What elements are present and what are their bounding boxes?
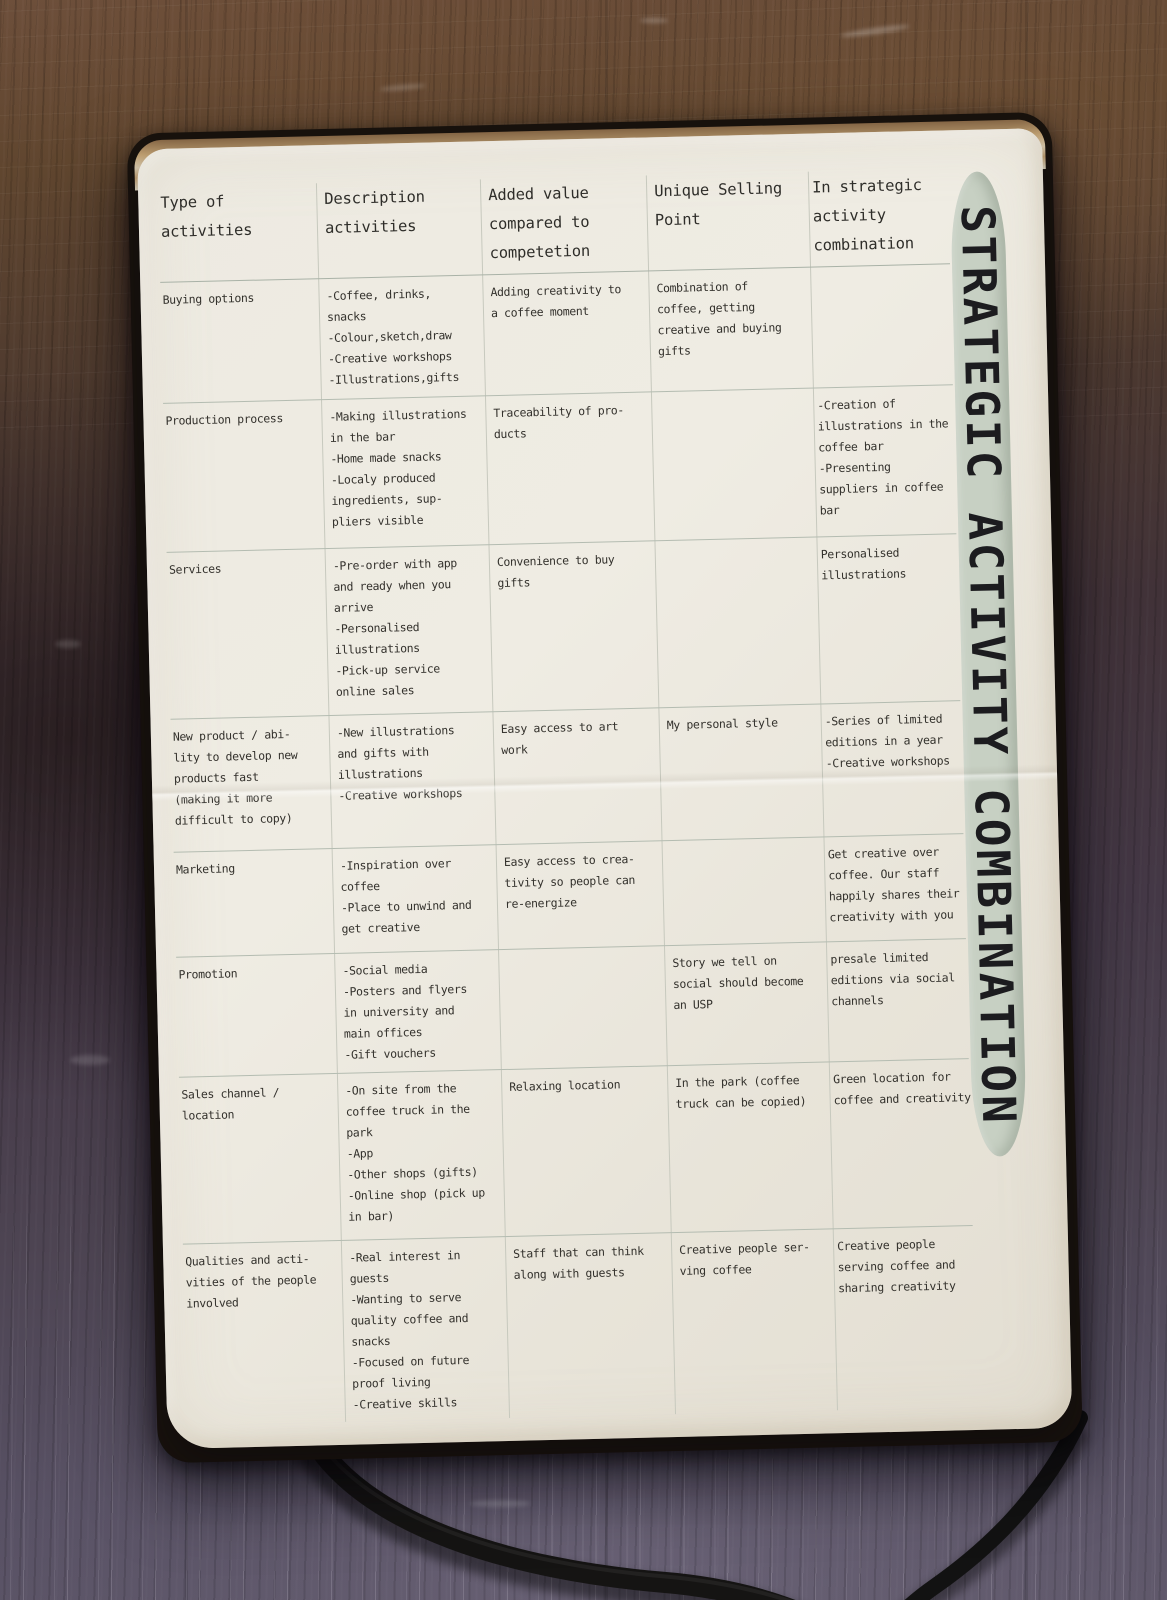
- table-cell: -Coffee, drinks, snacks -Colour,sketch,d…: [326, 286, 460, 387]
- table-cell: Promotion: [178, 966, 238, 982]
- table-row: Services -Pre-order with app and ready wh…: [166, 533, 961, 719]
- table-body: Buying options -Coffee, drinks, snacks -C…: [160, 264, 977, 1426]
- column-header: Unique Selling Point: [653, 179, 783, 230]
- table-cell: -Social media -Posters and flyers in uni…: [342, 961, 468, 1062]
- table-cell: Relaxing location: [509, 1077, 621, 1094]
- table-cell: -Real interest in guests -Wanting to ser…: [349, 1248, 470, 1412]
- table-cell: Adding creativity to a coffee moment: [490, 282, 622, 321]
- table-cell: In the park (coffee truck can be copied): [675, 1073, 807, 1111]
- table-cell: [651, 389, 816, 541]
- strategy-table: Type of activities Description activities…: [157, 166, 977, 1426]
- table-cell: Traceability of pro- ducts: [493, 403, 624, 442]
- table-cell: -Creation of illustrations in the coffee…: [817, 396, 949, 518]
- table-cell: Easy access to art work: [500, 719, 619, 758]
- table-cell: Qualities and acti- vities of the people…: [185, 1251, 317, 1311]
- table-cell: Combination of coffee, getting creative …: [656, 279, 782, 359]
- notebook: STRATEGIC ACTIVITY COMBINATION Type of a…: [126, 111, 1083, 1465]
- notebook-page: STRATEGIC ACTIVITY COMBINATION Type of a…: [137, 128, 1073, 1450]
- table-row: Sales channel / location -On site from th…: [178, 1058, 973, 1244]
- table-cell: -On site from the coffee truck in the pa…: [345, 1081, 485, 1224]
- table-cell: -Series of limited editions in a year -C…: [824, 711, 950, 771]
- table-cell: Staff that can think along with guests: [513, 1243, 644, 1282]
- scuff-mark: [55, 640, 81, 648]
- table-cell: Marketing: [175, 861, 235, 877]
- table-cell: Easy access to crea- tivity so people ca…: [503, 851, 636, 911]
- table-cell: New product / abi- lity to develop new p…: [172, 726, 298, 828]
- table-header-row: Type of activities Description activities…: [157, 166, 951, 283]
- scuff-mark: [470, 1500, 530, 1507]
- table-cell: Creative people serving coffee and shari…: [836, 1236, 956, 1296]
- table-cell: [654, 538, 820, 708]
- table-cell: presale limited editions via social chan…: [830, 950, 955, 1009]
- table-cell: Personalised illustrations: [820, 545, 907, 583]
- table-cell: -Inspiration over coffee -Place to unwin…: [339, 856, 472, 936]
- table-cell: Convenience to buy gifts: [496, 552, 615, 591]
- table-row: New product / abi- lity to develop new p…: [170, 700, 964, 852]
- scuff-mark: [640, 18, 668, 23]
- table-cell: Green location for coffee and creativity: [833, 1069, 971, 1108]
- table-cell: My personal style: [666, 715, 778, 733]
- table-row: Qualities and acti- vities of the people…: [182, 1225, 977, 1426]
- table-cell: [662, 837, 826, 945]
- column-header: In strategic activity combination: [811, 175, 922, 255]
- column-header: Added value compared to competetion: [488, 183, 591, 263]
- table-row: Promotion -Social media -Posters and flye…: [176, 938, 969, 1077]
- table-cell: Buying options: [162, 290, 255, 307]
- table-cell: Creative people ser- ving coffee: [678, 1239, 810, 1278]
- table-cell: Get creative over coffee. Our staff happ…: [827, 844, 960, 925]
- table-row: Marketing -Inspiration over coffee -Place…: [173, 833, 966, 957]
- scuff-mark: [70, 1055, 110, 1065]
- table-cell: Story we tell on social should become an…: [672, 953, 804, 1013]
- table-cell: Production process: [165, 411, 284, 428]
- table-cell: -New illustrations and gifts with illust…: [336, 723, 463, 803]
- table-cell: Services: [168, 561, 222, 577]
- table-row: Production process -Making illustrations …: [163, 384, 957, 552]
- table-row: Buying options -Coffee, drinks, snacks -C…: [160, 264, 953, 403]
- table-cell: -Pre-order with app and ready when you a…: [332, 556, 458, 699]
- table-cell: -Making illustrations in the bar -Home m…: [329, 406, 467, 529]
- column-header: Type of activities: [160, 192, 253, 241]
- table-cell: [498, 946, 667, 1069]
- table-cell: Sales channel / location: [181, 1085, 280, 1123]
- table-cell: [810, 264, 953, 387]
- column-header: Description activities: [324, 187, 425, 238]
